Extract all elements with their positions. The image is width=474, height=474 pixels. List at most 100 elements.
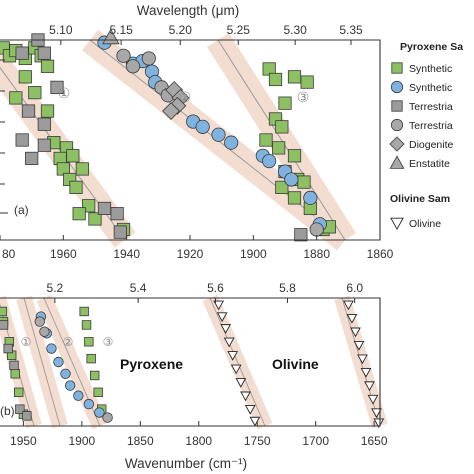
b-top-x-tick-label: 5.8 [279, 281, 296, 295]
panel-b-frame [0, 297, 381, 427]
data-point-circle [83, 398, 95, 410]
data-point-triangle-down [235, 378, 247, 388]
data-point-square [3, 343, 13, 354]
data-point-square [40, 59, 55, 73]
data-point-square [37, 46, 51, 60]
data-point-circle [46, 343, 57, 354]
bottom-x-axis-label: Wavenumber (cm⁻¹) [125, 456, 247, 471]
data-point-circle [211, 127, 226, 142]
data-point-square [66, 149, 80, 163]
data-point-circle [34, 316, 45, 327]
data-point-triangle-down [346, 314, 358, 324]
data-point-circle [125, 59, 141, 74]
data-point-circle [73, 390, 84, 401]
b-x-tick-label: 1900 [68, 434, 95, 448]
data-point-square [278, 96, 292, 110]
data-point-square [9, 360, 19, 371]
top-x-tick-label: 5.10 [49, 23, 73, 37]
data-point-square [10, 369, 20, 379]
pyroxene-label: Pyroxene [120, 356, 183, 372]
x-tick-label: 1940 [113, 247, 140, 261]
trend-line-3 [217, 39, 346, 241]
top-x-tick-label: 5.35 [339, 23, 363, 37]
data-point-triangle-down [223, 337, 235, 348]
data-point-triangle-down [350, 327, 361, 338]
legend-marker-triangle-down [390, 217, 404, 230]
data-point-square [37, 138, 51, 152]
olivine-label: Olivine [272, 356, 319, 372]
data-point-triangle-down [230, 364, 242, 375]
b-cluster-1-label: ① [21, 335, 32, 349]
cluster-1-label: ① [58, 86, 71, 102]
b-x-tick-label: 1750 [244, 434, 271, 448]
x-tick-label: 1960 [50, 247, 77, 261]
data-point-circle [116, 48, 131, 63]
data-point-triangle-down [367, 394, 379, 405]
data-point-square [15, 46, 29, 60]
b-x-tick-label: 1700 [302, 434, 329, 448]
data-point-triangle-down [343, 300, 354, 311]
data-point-triangle-down [353, 341, 365, 351]
legend-label: Synthetic [409, 82, 452, 94]
b-cluster-3-label: ③ [103, 335, 114, 349]
data-point-triangle-down [240, 391, 251, 402]
data-point-square [287, 70, 302, 84]
data-point-circle [224, 135, 239, 150]
data-point-square [268, 72, 283, 87]
data-point-square [9, 91, 23, 105]
data-point-square [113, 225, 127, 239]
data-point-triangle-down [244, 405, 256, 415]
data-point-circle [60, 368, 71, 379]
legend-marker-diamond [389, 136, 405, 152]
data-point-circle [53, 356, 64, 368]
top-x-tick-label: 5.20 [169, 23, 193, 37]
data-point-square [72, 207, 86, 221]
top-x-tick-label: 5.15 [109, 23, 133, 37]
data-point-circle [303, 190, 318, 205]
legend-label: Synthetic [409, 63, 452, 75]
b-top-x-tick-label: 5.6 [207, 281, 224, 295]
data-point-square [81, 320, 92, 330]
x-tick-label: 1900 [240, 247, 267, 261]
data-point-triangle-down [364, 381, 375, 392]
x-tick-label: 1880 [303, 247, 330, 261]
legend-label: Terrestria [409, 101, 453, 113]
data-point-square [28, 86, 42, 100]
data-point-square [259, 133, 273, 147]
data-point-triangle-down [357, 354, 368, 365]
legend-olivine-header: Olivine Sam [390, 193, 450, 205]
b-x-tick-label: 1650 [361, 434, 388, 448]
data-point-triangle-down [216, 312, 228, 323]
b-trend-line-5 [341, 297, 381, 427]
data-point-square [275, 120, 289, 134]
legend: Pyroxene Sa Synthetic Synthetic Terrestria… [389, 41, 463, 230]
x-tick-label: 1860 [367, 247, 394, 261]
legend-marker-circle [390, 80, 404, 94]
data-point-square [88, 212, 102, 226]
b-top-x-tick-label: 6.0 [346, 281, 363, 295]
data-point-triangle-down [227, 351, 239, 361]
data-point-square [22, 411, 32, 421]
data-point-square [110, 207, 124, 221]
panel-a-label: (a) [14, 203, 29, 217]
legend-label: Terrestria [409, 120, 453, 132]
panel-a-ticks: 80 1960 1940 1920 1900 1880 1860 5.10 5.15 5.20 5.… [0, 23, 394, 261]
panel-a: 80 1960 1940 1920 1900 1880 1860 5.10 5.15 5.20 5.… [0, 3, 394, 261]
data-point-square [275, 180, 289, 194]
b-x-tick-label: 1850 [127, 434, 154, 448]
data-point-triangle-down [360, 367, 372, 378]
data-point-circle [39, 326, 50, 337]
panel-b-points [0, 300, 385, 429]
data-point-diamond [162, 102, 180, 120]
data-point-square [0, 306, 8, 317]
b-x-tick-label: 1800 [185, 434, 212, 448]
legend-label: Olivine [409, 218, 441, 230]
legend-olivine-items: Olivine [390, 217, 441, 230]
b-cluster-2-label: ② [63, 335, 74, 349]
panel-b-label: (b) [0, 404, 15, 418]
data-point-square [15, 133, 29, 147]
data-point-square [0, 320, 9, 330]
cluster-3-label: ③ [297, 90, 310, 106]
legend-marker-triangle [389, 155, 405, 169]
data-point-square [14, 387, 24, 398]
